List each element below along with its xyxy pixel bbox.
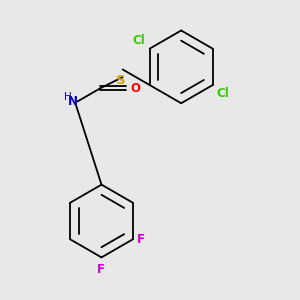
- Text: N: N: [68, 95, 78, 108]
- Text: F: F: [97, 262, 105, 276]
- Text: Cl: Cl: [133, 34, 146, 47]
- Text: O: O: [130, 82, 140, 95]
- Text: S: S: [116, 74, 126, 87]
- Text: F: F: [137, 233, 145, 246]
- Text: H: H: [64, 92, 72, 102]
- Text: Cl: Cl: [217, 87, 230, 100]
